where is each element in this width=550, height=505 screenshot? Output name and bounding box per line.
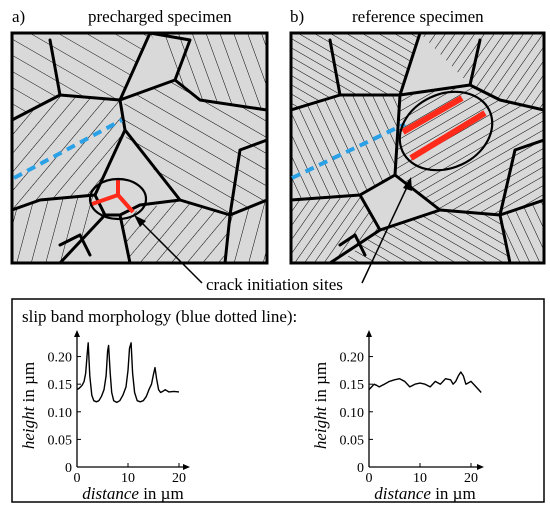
y-tick-label: 0.20 [48,351,73,366]
slip-band-line-b [291,122,406,180]
x-tick-label: 10 [121,471,135,486]
y-tick-label: 0.10 [340,406,365,421]
crack-circle-a [88,177,148,221]
y-axis-arrowhead [74,330,80,337]
panel-b-microstructure [291,33,544,263]
height-profile-chart-a: 0 10 20 0 0.05 0.10 0.15 0.20 distance in µm heig… [19,330,190,503]
callout-arrowhead-a [134,215,146,227]
y-tick-label: 0.20 [340,351,365,366]
panel-b: b) reference specimen [289,7,546,265]
height-profile-line [76,342,180,404]
x-tick-label: 10 [413,471,427,486]
y-axis-label: height in µm [311,362,330,449]
crack-callout: crack initiation sites [134,177,412,294]
callout-label: crack initiation sites [206,275,343,294]
morphology-heading: slip band morphology (blue dotted line): [22,307,297,326]
height-profile-line [368,371,482,393]
panel-a-letter: a) [12,7,25,26]
crack-a [91,180,135,214]
x-tick-label: 0 [74,471,81,486]
panel-b-title: reference specimen [352,7,484,26]
crack-b [401,95,487,161]
y-tick-label: 0.05 [340,433,365,448]
height-profile-chart-b: 0 10 20 0 0.05 0.10 0.15 0.20 distance in µm heig… [311,330,484,503]
slip-band-line-a [13,118,123,180]
y-tick-label: 0.15 [340,378,365,393]
y-axis-label: height in µm [19,362,38,449]
y-tick-label: 0.10 [48,406,73,421]
y-tick-label: 0 [65,461,72,476]
morphology-box [11,298,545,503]
x-tick-label: 20 [464,471,478,486]
y-tick-label: 0.05 [48,433,73,448]
x-tick-label: 0 [366,471,373,486]
panel-a-microstructure [12,33,267,263]
y-tick-label: 0 [357,461,364,476]
y-axis-arrowhead [366,330,372,337]
callout-arrow-a [139,220,203,284]
x-axis-arrowhead [477,464,484,470]
x-axis-label: distance in µm [82,484,183,503]
panel-b-letter: b) [290,7,304,26]
x-axis-label: distance in µm [374,484,475,503]
callout-arrow-b [361,184,409,284]
x-tick-label: 20 [172,471,186,486]
crack-circle-b [398,90,494,172]
panel-a-title: precharged specimen [88,7,232,26]
y-tick-label: 0.15 [48,378,73,393]
x-axis-arrowhead [183,464,190,470]
callout-arrowhead-b [403,177,412,191]
